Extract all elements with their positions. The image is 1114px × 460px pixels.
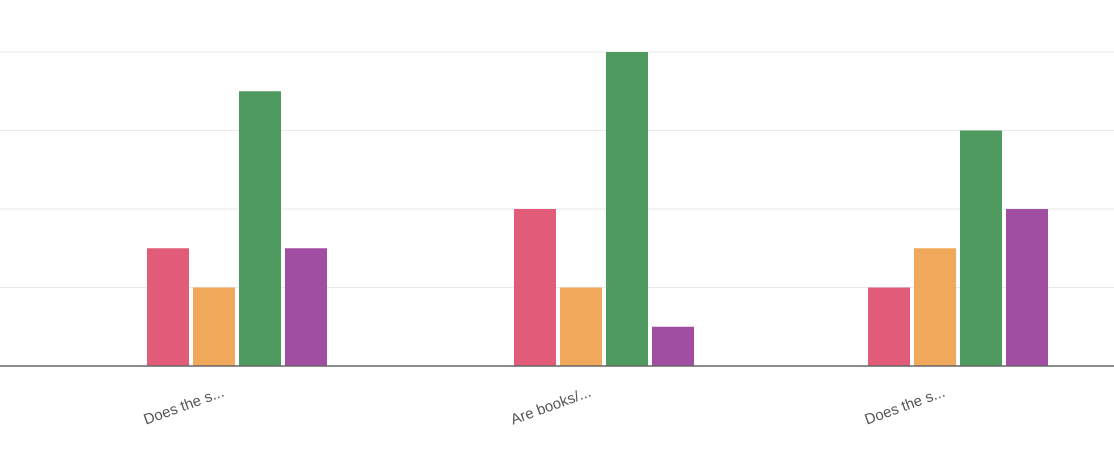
bar-series-2-category-3[interactable] [914, 248, 956, 366]
bar-series-2-category-2[interactable] [560, 287, 602, 367]
bar-series-1-category-1[interactable] [147, 248, 189, 366]
bar-series-3-category-1[interactable] [239, 91, 281, 366]
bar-series-1-category-3[interactable] [868, 287, 910, 367]
bar-series-1-category-2[interactable] [514, 209, 556, 366]
x-tick-label: Does the s... [141, 384, 226, 429]
bar-series-2-category-1[interactable] [193, 287, 235, 367]
bars [147, 52, 1048, 366]
x-tick-label: Are books/... [508, 384, 593, 429]
bar-series-4-category-3[interactable] [1006, 209, 1048, 366]
x-tick-label: Does the s... [862, 384, 947, 429]
bar-series-3-category-3[interactable] [960, 130, 1002, 367]
bar-series-4-category-1[interactable] [285, 248, 327, 366]
x-tick-labels: Does the s... Are books/... Does the s... [141, 384, 947, 429]
bar-series-3-category-2[interactable] [606, 52, 648, 366]
bar-series-4-category-2[interactable] [652, 326, 694, 366]
